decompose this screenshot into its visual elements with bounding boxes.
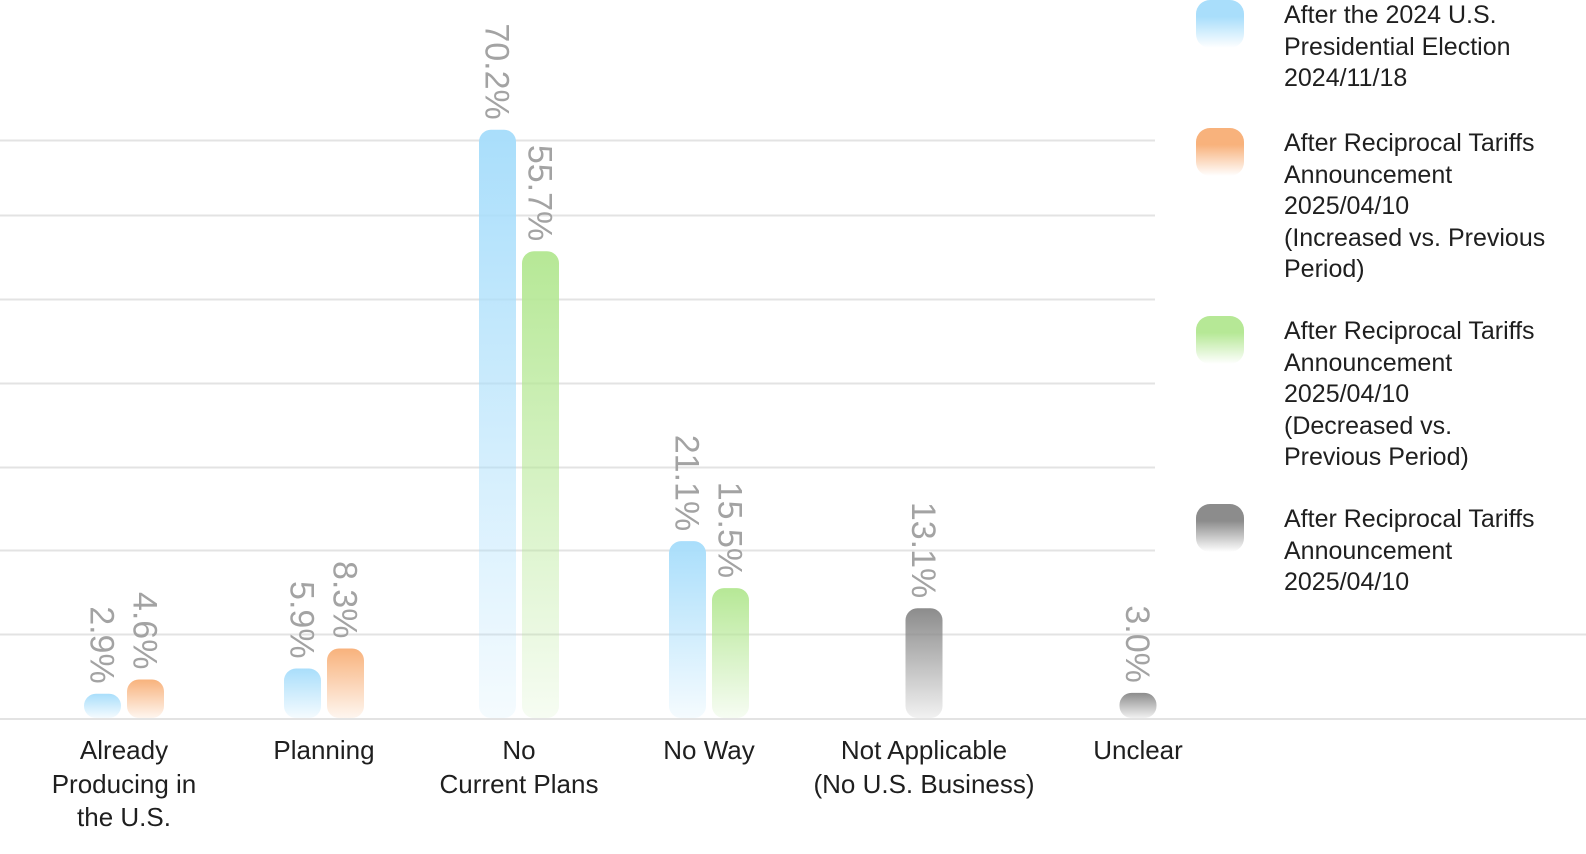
data-label: 3.0% xyxy=(1118,605,1156,683)
bar xyxy=(905,608,943,718)
legend-label: After Reciprocal Tariffs Announcement 20… xyxy=(1284,317,1535,471)
bar xyxy=(127,679,164,718)
bar xyxy=(1119,692,1157,718)
bar xyxy=(284,668,321,718)
data-label: 21.1% xyxy=(668,435,706,531)
bar xyxy=(84,693,121,718)
x-tick-label: Unclear xyxy=(1093,735,1183,765)
bar xyxy=(479,129,516,718)
data-label: 5.9% xyxy=(283,581,321,659)
bar xyxy=(327,648,364,718)
legend-swatch xyxy=(1196,316,1244,364)
legend-label: After the 2024 U.S. Presidential Electio… xyxy=(1284,1,1511,92)
legend-swatch xyxy=(1196,128,1244,176)
data-label: 2.9% xyxy=(83,606,121,684)
data-label: 13.1% xyxy=(904,502,942,598)
data-label: 70.2% xyxy=(478,23,516,119)
legend-label: After Reciprocal Tariffs Announcement 20… xyxy=(1284,505,1535,596)
x-tick-label: Not Applicable (No U.S. Business) xyxy=(813,735,1035,799)
data-label: 4.6% xyxy=(126,592,164,670)
x-tick-label: No Way xyxy=(663,735,755,765)
bar xyxy=(712,588,749,718)
legend-swatch xyxy=(1196,0,1244,48)
bar xyxy=(669,541,706,718)
x-tick-label: No Current Plans xyxy=(439,735,599,799)
x-tick-label: Planning xyxy=(273,735,375,765)
data-label: 55.7% xyxy=(521,145,559,241)
bar xyxy=(522,251,559,718)
data-label: 8.3% xyxy=(326,561,364,639)
legend-swatch xyxy=(1196,504,1244,552)
x-tick-label: Already Producing in the U.S. xyxy=(51,735,197,832)
data-label: 15.5% xyxy=(711,482,749,578)
legend-label: After Reciprocal Tariffs Announcement 20… xyxy=(1284,129,1546,283)
